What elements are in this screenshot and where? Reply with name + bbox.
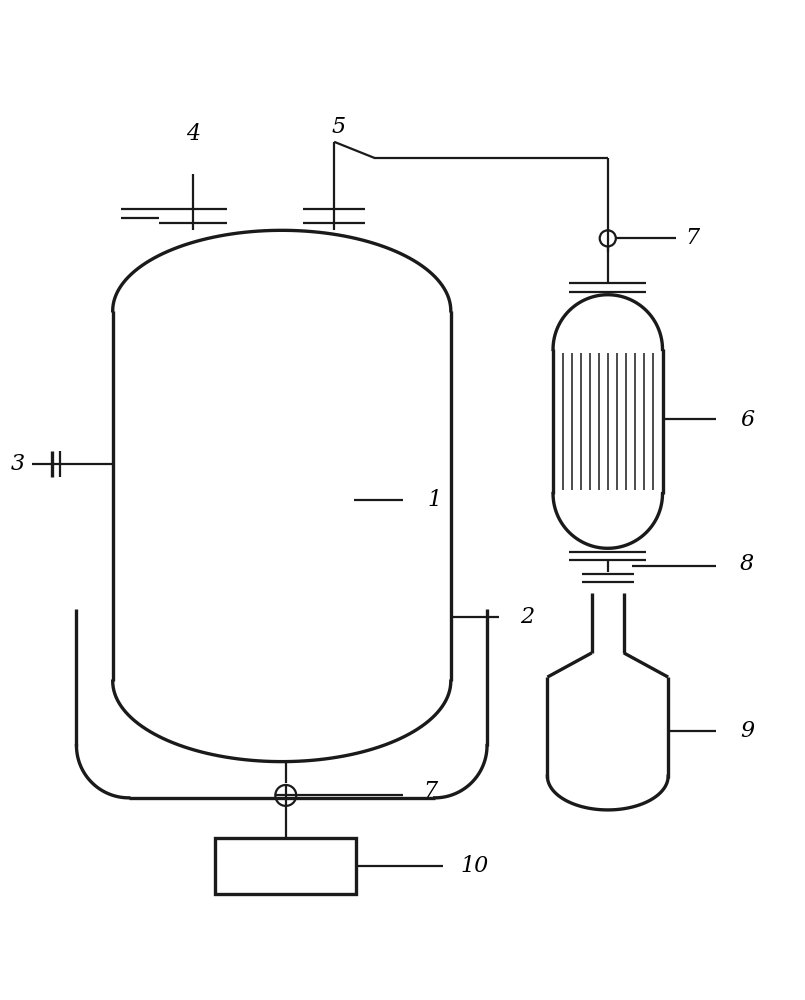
Text: 4: 4 <box>186 123 200 145</box>
Text: 9: 9 <box>740 720 754 742</box>
Text: 5: 5 <box>331 116 345 138</box>
Text: 1: 1 <box>427 489 442 511</box>
Text: 8: 8 <box>740 553 754 575</box>
Text: 6: 6 <box>740 408 754 430</box>
Text: 3: 3 <box>10 453 25 475</box>
Text: 7: 7 <box>685 227 700 249</box>
Text: 10: 10 <box>460 855 489 877</box>
Text: 2: 2 <box>520 606 535 628</box>
Text: 7: 7 <box>423 780 438 802</box>
Bar <box>215 838 356 894</box>
